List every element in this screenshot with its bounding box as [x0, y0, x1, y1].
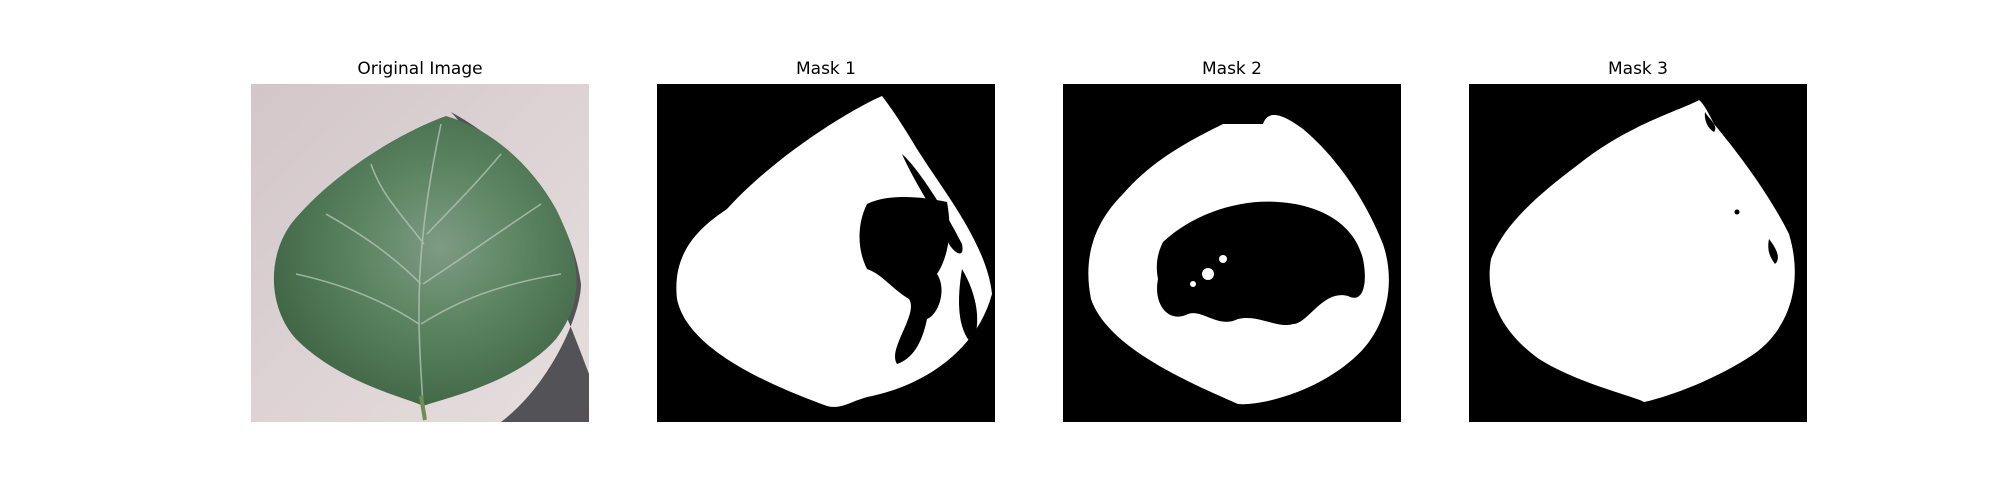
mask-3-foreground	[1489, 100, 1795, 402]
mask-3-image	[1469, 84, 1807, 422]
mask-1-image	[657, 84, 995, 422]
panel-title-mask-2: Mask 2	[1201, 59, 1262, 79]
mask-1-panel	[657, 84, 995, 422]
original-leaf-image	[251, 84, 589, 422]
mask-2-image	[1063, 84, 1401, 422]
mask-3-edge-hole	[1768, 239, 1778, 264]
mask-1-hole-edge-2	[959, 269, 978, 344]
panel-title-mask-1: Mask 1	[795, 59, 856, 79]
mask-3-notch	[1704, 112, 1716, 132]
mask-2-hole-large	[1156, 201, 1365, 326]
leaf-stem	[419, 395, 427, 421]
panel-title-mask-3: Mask 3	[1607, 59, 1668, 79]
panel-title-original-image: Original Image	[357, 59, 483, 79]
mask-2-panel	[1063, 84, 1401, 422]
mask-1-hole-large	[859, 197, 950, 364]
leaf-body	[273, 116, 577, 406]
mask-2-speckles	[1190, 255, 1227, 287]
mask-3-dot	[1734, 209, 1740, 215]
leaf-veins	[295, 123, 562, 407]
original-image-panel	[251, 84, 589, 422]
mask-1-hole-edge	[902, 154, 963, 254]
mask-3-panel	[1469, 84, 1807, 422]
